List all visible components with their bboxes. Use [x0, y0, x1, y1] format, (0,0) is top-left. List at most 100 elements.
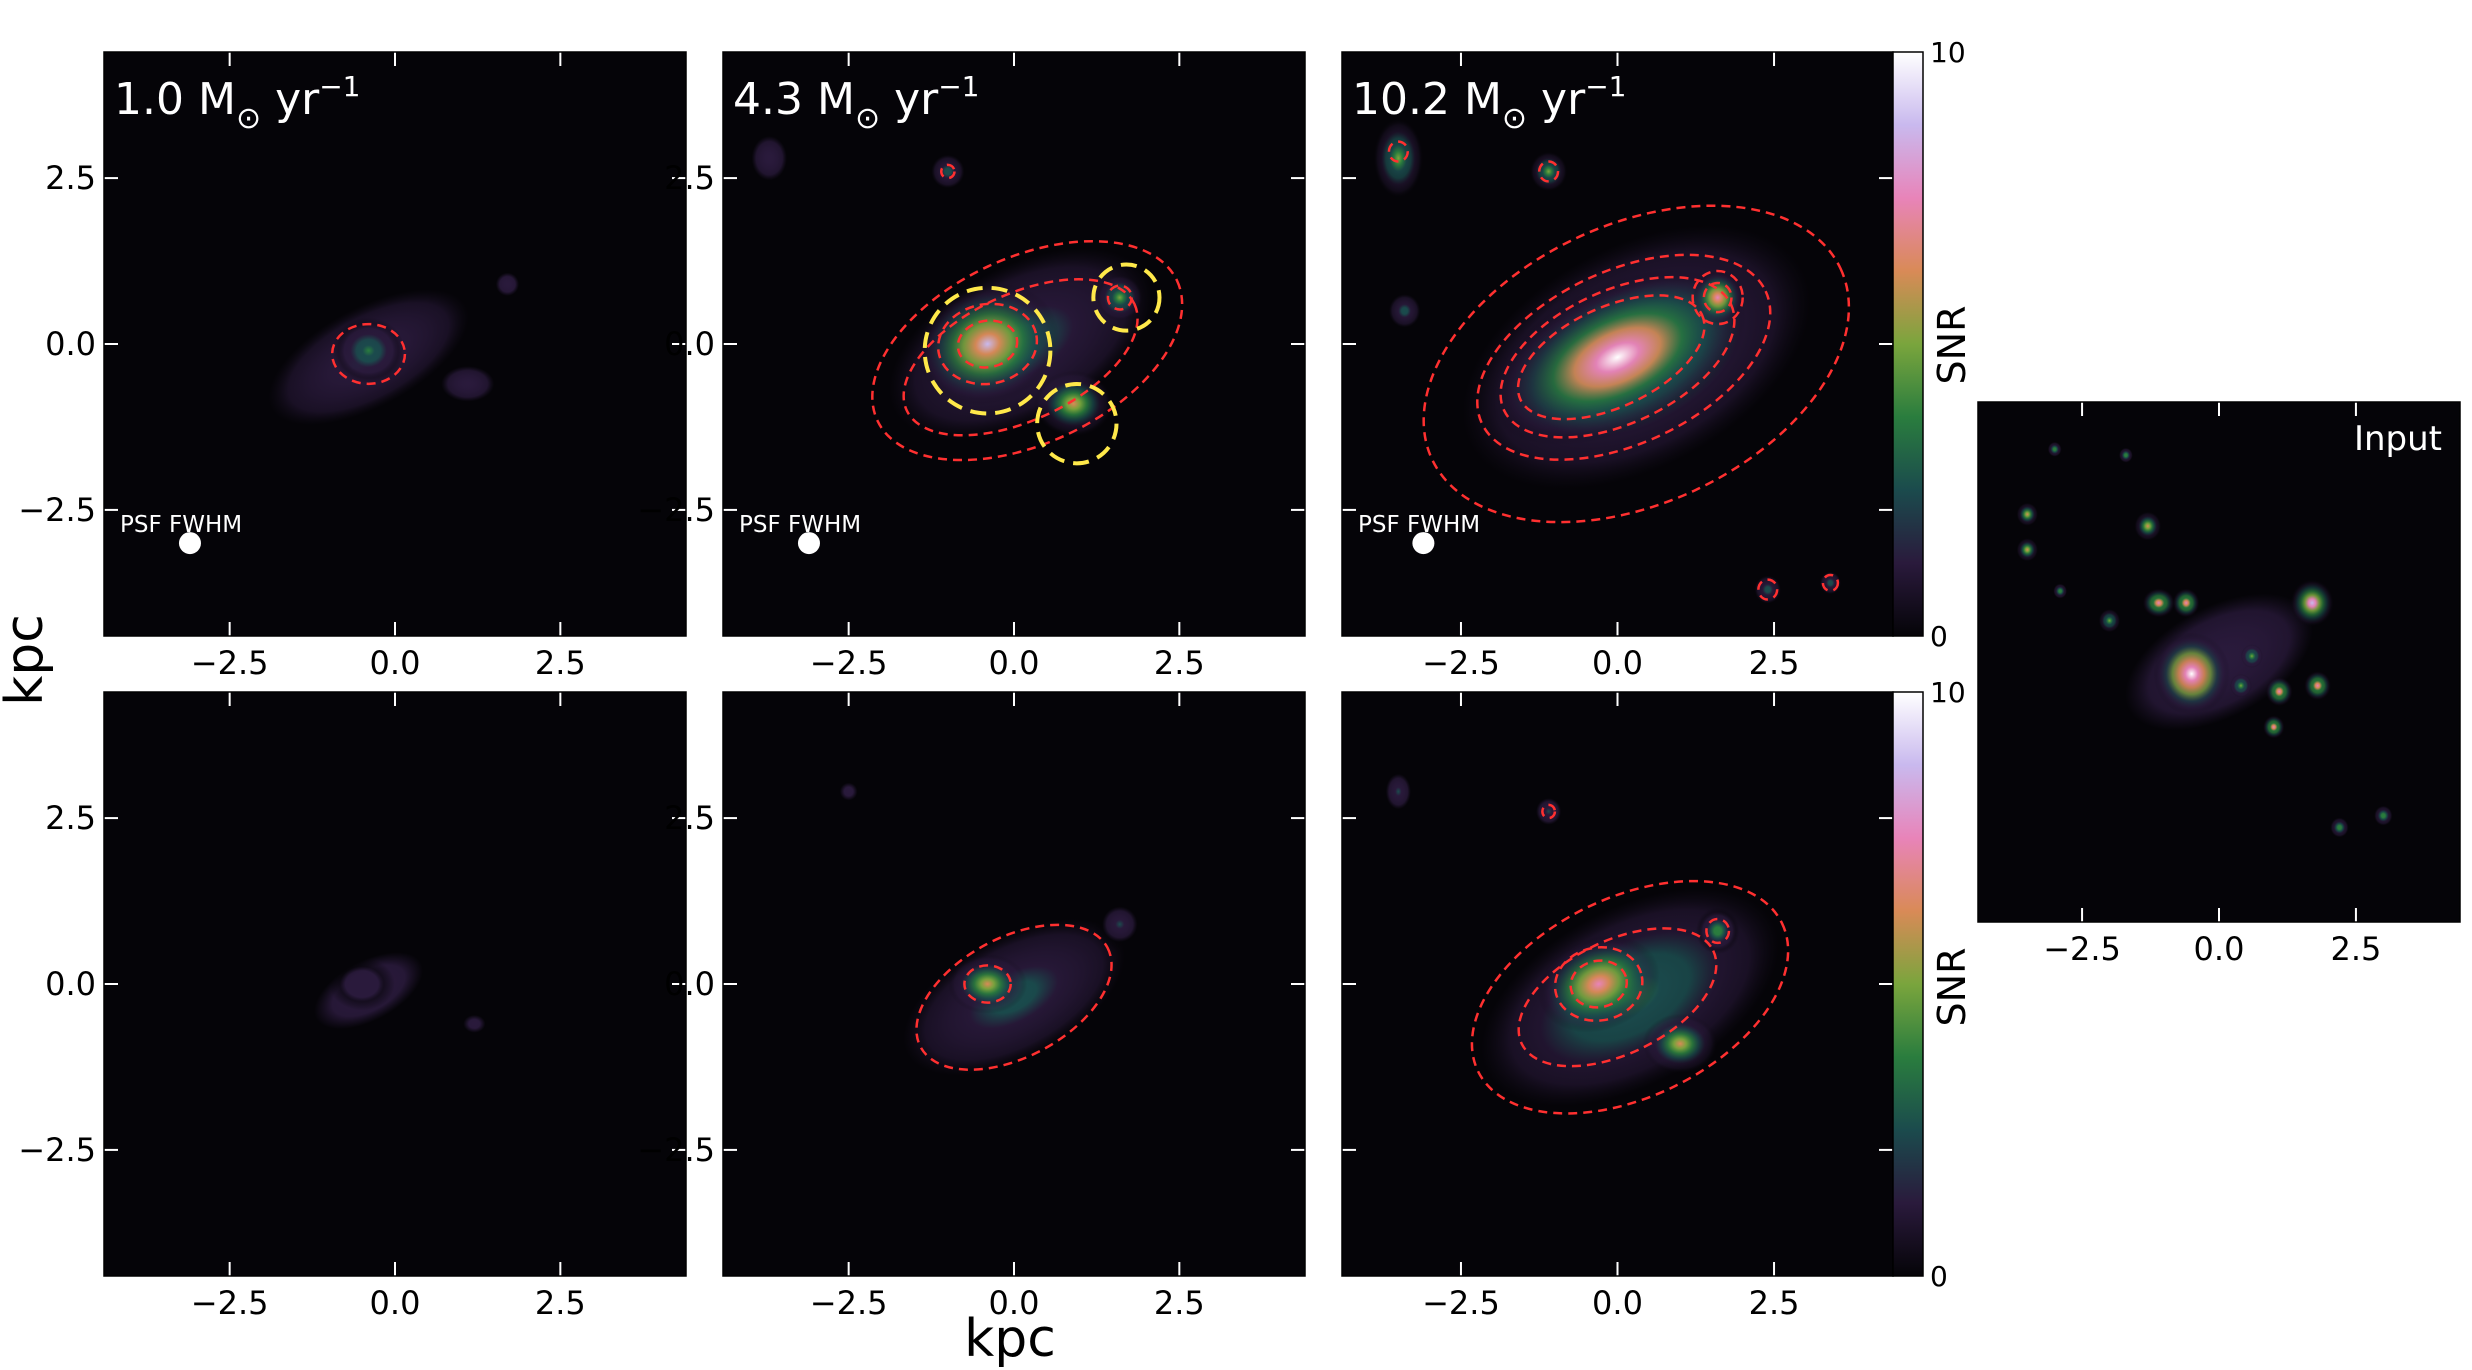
- colorbar-bottom: 10 0: [1892, 676, 1966, 1293]
- snr-contour: [915, 923, 1113, 1071]
- emission-blob: [928, 151, 968, 192]
- snr-contour: [1387, 140, 1409, 163]
- colorbar-gradient: [1892, 691, 1924, 1277]
- y-tick-label: 2.5: [45, 159, 96, 197]
- emission-blob: [1752, 572, 1784, 607]
- x-tick-label: 2.5: [1154, 644, 1205, 682]
- panel-sfr-title: 10.2 M⊙ yr−1: [1352, 70, 1626, 136]
- emission-blob: [1379, 765, 1418, 819]
- emission-blob: [1373, 118, 1424, 198]
- snr-contour: [1470, 879, 1790, 1115]
- clump-highlight-circle: [1091, 262, 1162, 333]
- x-tick-label: −2.5: [810, 1284, 888, 1322]
- emission-blob: [2290, 579, 2335, 627]
- emission-blob: [947, 954, 1028, 1014]
- y-tick-label: −2.5: [18, 1131, 96, 1169]
- psf-label: PSF FWHM: [739, 512, 861, 538]
- colorbar-bottom-title: SNR: [1930, 948, 1974, 1027]
- psf-marker: [1412, 532, 1435, 555]
- panel-input: −2.5 0.0 2.5 Input: [1977, 401, 2461, 968]
- emission-blob: [2016, 502, 2039, 527]
- snr-contour: [1553, 946, 1644, 1022]
- emission-blob: [2262, 715, 2285, 739]
- emission-blob: [2172, 588, 2200, 618]
- x-tick-label: −2.5: [810, 644, 888, 682]
- panel-bottom-right: −2.5 0.0 2.5: [1341, 691, 1894, 1322]
- clump-highlight-circle: [1035, 381, 1119, 466]
- psf-marker: [178, 532, 201, 555]
- emission-blob: [2303, 670, 2332, 701]
- emission-blob: [441, 997, 508, 1051]
- y-tick-label: −2.5: [637, 1131, 715, 1169]
- x-tick-label: 2.5: [2330, 930, 2381, 968]
- y-tick-label: −2.5: [637, 491, 715, 529]
- x-tick-label: 2.5: [1749, 1284, 1800, 1322]
- panel-sfr-title: 4.3 M⊙ yr−1: [733, 70, 979, 136]
- y-tick-label: 0.0: [664, 965, 715, 1003]
- panel-bottom-left: −2.5 0.0 2.5 −2.5 0.0 2.5: [18, 691, 687, 1322]
- emission-blob: [428, 357, 508, 411]
- colorbar-top-title: SNR: [1930, 306, 1974, 385]
- psf-label: PSF FWHM: [120, 512, 242, 538]
- x-tick-label: 0.0: [1592, 644, 1643, 682]
- snr-contour: [963, 964, 1012, 1004]
- y-tick-label: 0.0: [45, 325, 96, 363]
- emission-blob: [1096, 274, 1143, 321]
- emission-blob: [1692, 271, 1743, 325]
- emission-blob: [2372, 803, 2395, 828]
- panel-sfr-title: 1.0 M⊙ yr−1: [114, 70, 360, 136]
- snr-contour: [1705, 917, 1731, 945]
- emission-blob: [1817, 569, 1843, 597]
- x-tick-label: 0.0: [989, 644, 1040, 682]
- panel-top-middle: −2.5 0.0 2.5 −2.5 0.0 2.5 4.3 M⊙ yr−1 PSF FWHM: [637, 51, 1306, 682]
- emission-blob: [2265, 676, 2293, 707]
- x-tick-label: −2.5: [1422, 1284, 1500, 1322]
- emission-blob: [2328, 815, 2351, 840]
- snr-contour: [1106, 284, 1133, 311]
- emission-blob: [2046, 440, 2063, 459]
- emission-blob: [2098, 608, 2121, 633]
- x-tick-label: 2.5: [535, 644, 586, 682]
- input-label: Input: [2354, 419, 2442, 459]
- y-tick-label: 0.0: [45, 965, 96, 1003]
- emission-blob: [1529, 791, 1568, 832]
- emission-blob: [2153, 632, 2230, 716]
- emission-blob: [1488, 269, 1747, 446]
- colorbar-top: 10 0: [1892, 36, 1966, 653]
- y-tick-label: −2.5: [18, 491, 96, 529]
- snr-contour: [1702, 281, 1733, 314]
- x-tick-label: 0.0: [370, 644, 421, 682]
- emission-blob: [2051, 582, 2069, 600]
- emission-blob: [484, 261, 531, 308]
- colorbar-min-label: 0: [1930, 1260, 1948, 1293]
- x-tick-label: −2.5: [1422, 644, 1500, 682]
- emission-blob: [328, 957, 395, 1011]
- x-tick-label: 2.5: [535, 1284, 586, 1322]
- emission-blob: [1093, 897, 1147, 951]
- clump-highlight-circle: [922, 285, 1053, 416]
- emission-blob: [1385, 290, 1424, 331]
- colorbar-max-label: 10: [1930, 676, 1966, 709]
- emission-blob: [1695, 907, 1740, 955]
- snr-contour: [1757, 578, 1779, 601]
- colorbar-gradient: [1892, 51, 1924, 637]
- emission-blob: [1529, 151, 1568, 192]
- snr-contour: [1537, 160, 1560, 183]
- y-tick-label: 2.5: [45, 799, 96, 837]
- emission-blob: [1642, 1013, 1718, 1074]
- x-axis-title: kpc: [964, 1309, 1056, 1369]
- panel-frame: [103, 51, 687, 637]
- colorbar-max-label: 10: [1930, 36, 1966, 69]
- x-tick-label: −2.5: [191, 1284, 269, 1322]
- emission-blob: [2117, 446, 2135, 465]
- panel-frame: [722, 51, 1306, 637]
- emission-blob: [822, 765, 876, 819]
- snr-contour: [940, 163, 956, 180]
- panel-top-left: −2.5 0.0 2.5 −2.5 0.0 2.5 1.0 M⊙ yr−1 PSF FWHM: [18, 51, 687, 682]
- emission-blob: [2134, 511, 2162, 541]
- panel-bottom-middle: −2.5 0.0 2.5 −2.5 0.0 2.5: [637, 691, 1306, 1322]
- panel-frame: [722, 691, 1306, 1277]
- x-tick-label: −2.5: [191, 644, 269, 682]
